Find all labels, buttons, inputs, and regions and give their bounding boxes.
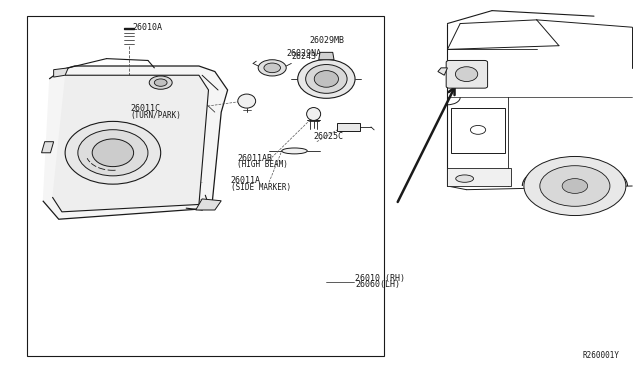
Text: 26011AB: 26011AB <box>237 154 272 163</box>
Polygon shape <box>438 68 447 75</box>
Text: 26029MB: 26029MB <box>309 36 344 45</box>
Ellipse shape <box>306 64 347 93</box>
Ellipse shape <box>456 175 474 182</box>
Circle shape <box>264 63 280 73</box>
Text: 26060(LH): 26060(LH) <box>355 280 400 289</box>
Circle shape <box>258 60 286 76</box>
Ellipse shape <box>238 94 255 108</box>
Text: 26010 (RH): 26010 (RH) <box>355 274 405 283</box>
Text: (TURN/PARK): (TURN/PARK) <box>131 110 182 120</box>
Text: (SIDE MARKER): (SIDE MARKER) <box>231 183 291 192</box>
Text: (HIGH BEAM): (HIGH BEAM) <box>237 160 288 170</box>
Ellipse shape <box>307 108 321 121</box>
Ellipse shape <box>92 139 134 167</box>
Ellipse shape <box>456 67 477 81</box>
Polygon shape <box>196 199 221 210</box>
Ellipse shape <box>282 148 307 154</box>
Polygon shape <box>42 142 54 153</box>
Text: 26011C: 26011C <box>131 104 161 113</box>
Ellipse shape <box>314 71 339 87</box>
Ellipse shape <box>298 60 355 98</box>
Ellipse shape <box>65 121 161 184</box>
Text: R260001Y: R260001Y <box>582 351 620 360</box>
Polygon shape <box>319 52 334 60</box>
Text: 26025C: 26025C <box>314 132 344 141</box>
Circle shape <box>524 157 626 215</box>
FancyBboxPatch shape <box>451 109 505 153</box>
Text: 26010A: 26010A <box>132 23 162 32</box>
Ellipse shape <box>78 130 148 176</box>
FancyBboxPatch shape <box>447 167 511 186</box>
Text: 26029NA: 26029NA <box>286 49 321 58</box>
FancyBboxPatch shape <box>337 123 360 131</box>
Circle shape <box>562 179 588 193</box>
Text: 26011A: 26011A <box>231 176 260 185</box>
Circle shape <box>470 125 486 134</box>
Circle shape <box>154 79 167 86</box>
FancyBboxPatch shape <box>446 61 488 88</box>
Circle shape <box>540 166 610 206</box>
Circle shape <box>149 76 172 89</box>
Polygon shape <box>54 68 68 77</box>
Polygon shape <box>52 75 209 212</box>
Text: 26243: 26243 <box>291 52 316 61</box>
Polygon shape <box>27 16 384 356</box>
Polygon shape <box>43 66 228 219</box>
